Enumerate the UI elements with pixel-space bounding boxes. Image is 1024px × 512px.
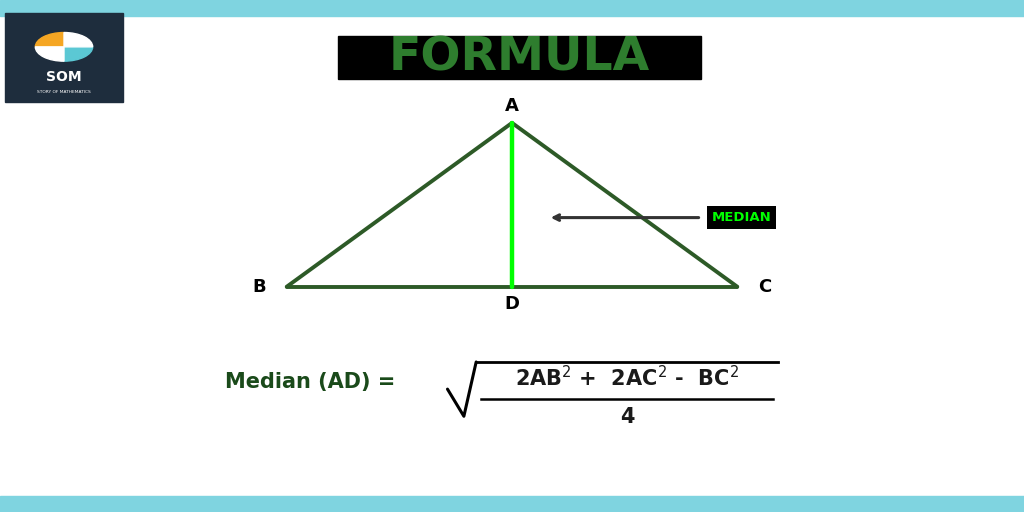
Text: C: C [758, 278, 771, 296]
FancyBboxPatch shape [338, 36, 701, 79]
Text: MEDIAN: MEDIAN [712, 211, 771, 224]
Wedge shape [35, 47, 63, 61]
Bar [0, 496, 1024, 512]
Text: 4: 4 [620, 407, 635, 428]
Text: A: A [505, 97, 519, 115]
Text: FORMULA: FORMULA [389, 35, 650, 80]
FancyBboxPatch shape [5, 13, 123, 102]
Bar [0, 0, 1024, 16]
Text: 2AB$^2$ +  2AC$^2$ -  BC$^2$: 2AB$^2$ + 2AC$^2$ - BC$^2$ [515, 365, 739, 390]
Wedge shape [35, 32, 63, 47]
Text: B: B [253, 278, 266, 296]
Text: D: D [505, 295, 519, 313]
Wedge shape [63, 47, 92, 61]
Wedge shape [63, 32, 93, 47]
Text: Median (AD) =: Median (AD) = [225, 372, 395, 393]
Text: STORY OF MATHEMATICS: STORY OF MATHEMATICS [37, 90, 91, 94]
Text: SOM: SOM [46, 70, 82, 84]
